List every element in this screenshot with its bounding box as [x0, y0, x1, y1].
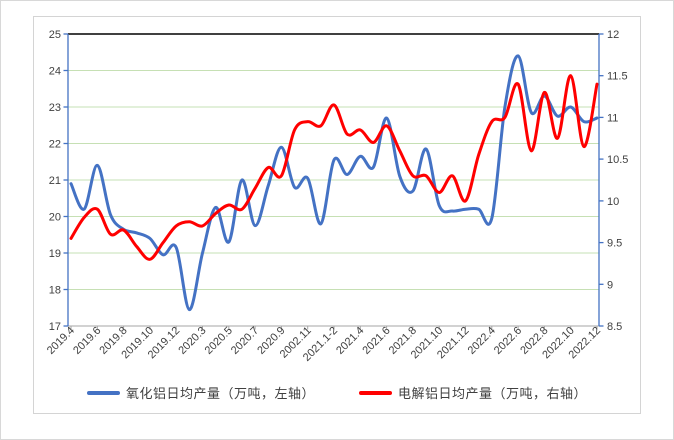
left-axis-label: 17	[49, 321, 61, 333]
series-line-electrolytic-aluminum	[69, 74, 599, 261]
series-line-alumina	[69, 54, 599, 312]
dual-axis-line-chart: 25 24 23 22 21 20 19 18 17 12 11.5 11 10.5 10 9.5 9 8.5 2…	[45, 29, 629, 364]
legend-item-electrolytic-aluminum: 电解铝日均产量（万吨，右轴）	[359, 383, 587, 402]
x-axis-label: 2022.6	[492, 325, 524, 357]
left-axis-label: 22	[49, 139, 61, 151]
left-axis-label: 21	[49, 175, 61, 187]
x-axis-label: 2021.4	[334, 325, 366, 357]
legend-line-red-icon	[359, 390, 392, 395]
right-axis-label: 8.5	[607, 321, 622, 333]
left-axis-label: 19	[49, 248, 61, 260]
right-axis-label: 11	[607, 112, 618, 124]
right-axis-label: 12	[607, 29, 619, 41]
x-axis-label: 2021.6	[360, 325, 392, 357]
legend-label-electrolytic-aluminum: 电解铝日均产量（万吨，右轴）	[398, 386, 588, 401]
right-axis-label: 9	[607, 279, 613, 291]
right-axis-label: 10	[607, 196, 619, 208]
x-axis-label: 2022.4	[466, 325, 498, 357]
right-axis-label: 9.5	[607, 238, 622, 250]
left-axis-label: 18	[49, 285, 61, 297]
left-axis-label: 23	[49, 102, 61, 114]
legend-item-alumina: 氧化铝日均产量（万吨，左轴）	[86, 383, 315, 402]
right-axis-label: 10.5	[607, 154, 628, 166]
left-axis-label: 25	[49, 29, 61, 41]
legend-line-blue-icon	[86, 390, 120, 395]
left-axis-label: 20	[49, 212, 61, 224]
x-axis-label: 2020.5	[203, 325, 235, 357]
right-axis-label: 11.5	[607, 71, 628, 83]
chart-frame: 25 24 23 22 21 20 19 18 17 12 11.5 11 10.5 10 9.5 9 8.5 2…	[33, 16, 641, 414]
legend-label-alumina: 氧化铝日均产量（万吨，左轴）	[125, 386, 315, 401]
legend: 氧化铝日均产量（万吨，左轴） 电解铝日均产量（万吨，右轴）	[34, 383, 640, 402]
left-axis-label: 24	[49, 66, 61, 78]
x-axis-label: 2020.3	[176, 325, 208, 357]
x-axis-label: 2019.6	[71, 325, 103, 357]
x-axis-label: 2020.7	[229, 325, 261, 357]
